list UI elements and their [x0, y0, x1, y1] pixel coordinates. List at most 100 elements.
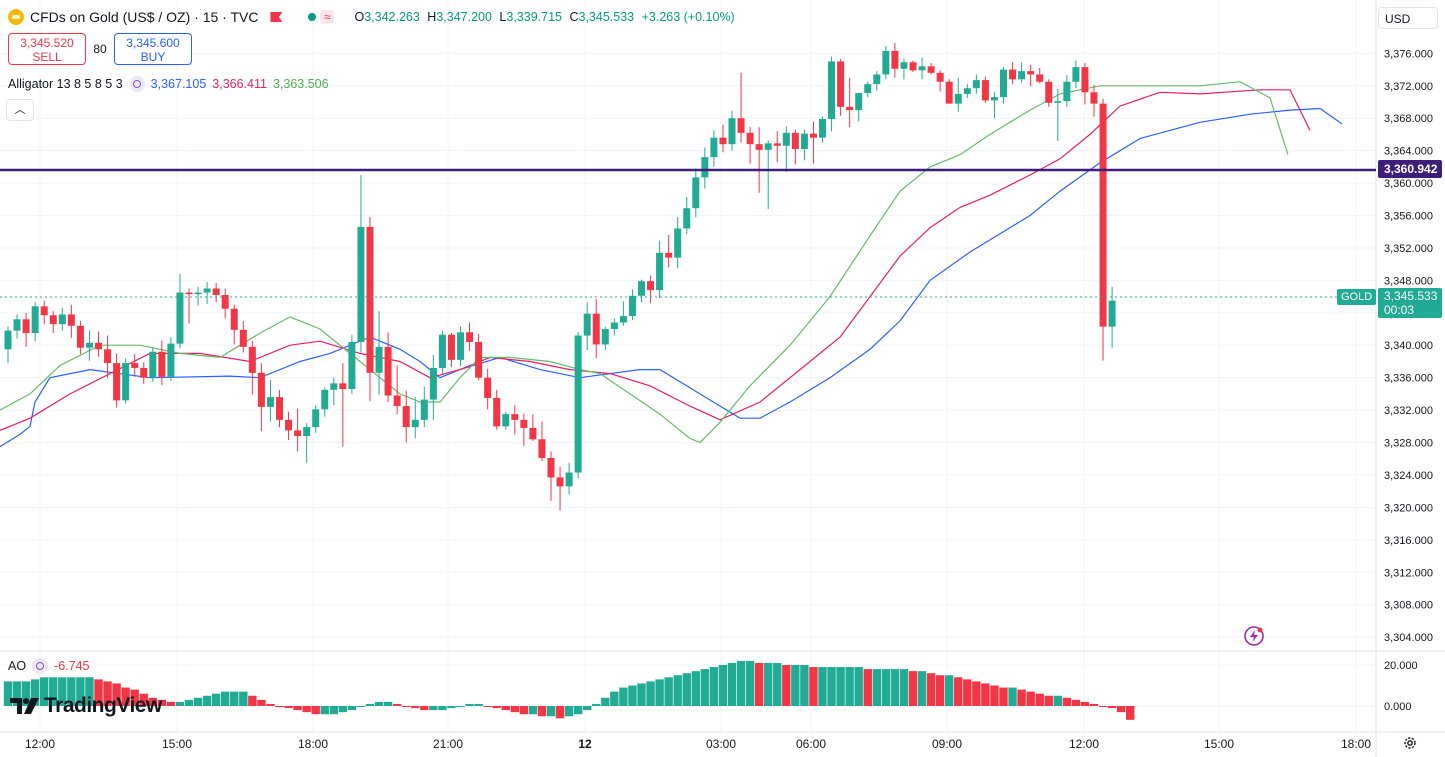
- candle-body: [348, 342, 356, 390]
- candle-body: [556, 477, 564, 487]
- ao-bar: [601, 697, 610, 706]
- ao-bar: [1026, 691, 1035, 706]
- candle-body: [728, 118, 736, 145]
- buy-button[interactable]: 3,345.600 BUY: [114, 33, 192, 65]
- ao-bar: [420, 706, 429, 711]
- ao-bar: [202, 695, 212, 706]
- candle-body: [285, 419, 293, 431]
- ao-bar: [184, 699, 194, 706]
- eye-icon[interactable]: [128, 76, 145, 92]
- candle-body: [357, 226, 365, 342]
- candle-body: [565, 472, 573, 487]
- ao-bar: [528, 706, 538, 715]
- symbol-title[interactable]: CFDs on Gold (US$ / OZ) · 15 · TVC: [30, 9, 259, 25]
- time-tick-label: 15:00: [1204, 737, 1234, 751]
- time-tick-label: 12:00: [1069, 737, 1099, 751]
- ao-bar: [311, 706, 320, 715]
- ao-bar: [248, 695, 257, 706]
- candle-body: [31, 306, 39, 334]
- ao-bar: [49, 677, 58, 706]
- flag-icon[interactable]: [270, 12, 283, 22]
- ao-bar: [320, 706, 329, 715]
- ao-bar: [175, 701, 185, 706]
- price-tick-label: 3,368.000: [1384, 113, 1433, 125]
- candle-body: [1027, 71, 1035, 75]
- ao-bar: [682, 673, 691, 706]
- tradingview-logo[interactable]: TradingView: [10, 694, 162, 718]
- ohlc-values: O3,342.263 H3,347.200 L3,339.715 C3,345.…: [354, 10, 735, 24]
- ao-bar: [112, 683, 121, 706]
- ao-bar: [221, 691, 230, 706]
- ao-bar: [655, 679, 664, 706]
- candle-body: [800, 133, 808, 150]
- alligator-legend[interactable]: Alligator 13 8 5 8 5 3 3,367.105 3,366.4…: [8, 76, 329, 92]
- candle-body: [755, 144, 763, 150]
- candle-body: [167, 343, 175, 377]
- ao-bar: [402, 706, 411, 707]
- ao-bar: [881, 669, 891, 706]
- candle-body: [782, 132, 790, 146]
- candle-body: [257, 372, 265, 407]
- ao-bar: [972, 681, 981, 706]
- ao-bar: [754, 662, 764, 706]
- ao-bar: [447, 706, 456, 709]
- time-tick-label: 18:00: [298, 737, 328, 751]
- candle-body: [710, 137, 718, 158]
- ao-bar: [954, 677, 963, 706]
- candle-body: [864, 84, 872, 94]
- ao-bar: [438, 706, 447, 711]
- candle-body: [457, 332, 464, 360]
- ao-bar: [664, 677, 673, 706]
- price-tick-label: 3,340.000: [1384, 340, 1433, 352]
- candle-body: [665, 252, 673, 258]
- candle-body: [375, 346, 383, 373]
- candle-body: [592, 313, 600, 345]
- ao-bar: [637, 683, 646, 706]
- price-tick-label: 3,348.000: [1384, 275, 1433, 287]
- ao-bar: [935, 675, 945, 706]
- candle-body: [212, 288, 220, 295]
- ao-bar: [619, 687, 628, 706]
- sell-button[interactable]: 3,345.520 SELL: [8, 33, 86, 65]
- ao-bar: [67, 677, 76, 706]
- candle-body: [158, 351, 166, 377]
- collapse-legend-button[interactable]: ︿: [6, 99, 34, 121]
- candle-body: [963, 88, 971, 94]
- candle-body: [764, 143, 772, 150]
- candles: [4, 42, 1116, 511]
- candle-body: [638, 281, 645, 296]
- market-status[interactable]: ≈: [304, 9, 338, 25]
- alligator-teeth-value: 3,366.411: [212, 77, 267, 91]
- candle-body: [511, 414, 519, 420]
- ao-bar: [139, 693, 148, 706]
- ao-value: -6.745: [54, 659, 90, 673]
- ao-bar: [1107, 706, 1117, 709]
- gear-icon[interactable]: [1402, 735, 1418, 751]
- ao-bar: [347, 706, 357, 711]
- ao-legend[interactable]: AO -6.745: [8, 658, 90, 674]
- ao-bar: [555, 706, 565, 719]
- symbol-tag: GOLD: [1337, 289, 1377, 305]
- currency-selector[interactable]: USD: [1378, 7, 1438, 29]
- ao-bar: [103, 681, 112, 706]
- lightning-icon[interactable]: [1243, 625, 1265, 647]
- ao-bar: [546, 706, 556, 717]
- ao-bar: [166, 701, 176, 706]
- ao-bar: [999, 687, 1008, 706]
- ao-bar: [537, 706, 547, 717]
- candle-body: [529, 427, 537, 440]
- ao-bar: [365, 703, 375, 706]
- spread-value: 80: [93, 42, 107, 56]
- ao-bar: [266, 703, 275, 706]
- ao-bar: [392, 703, 402, 706]
- ao-bar: [917, 671, 927, 706]
- ao-bar: [483, 706, 492, 707]
- eye-icon[interactable]: [32, 658, 49, 674]
- ao-bar: [890, 669, 900, 706]
- candle-body: [1018, 71, 1026, 80]
- ao-bar: [21, 681, 31, 706]
- candle-body: [13, 319, 21, 331]
- ao-bar: [12, 681, 22, 706]
